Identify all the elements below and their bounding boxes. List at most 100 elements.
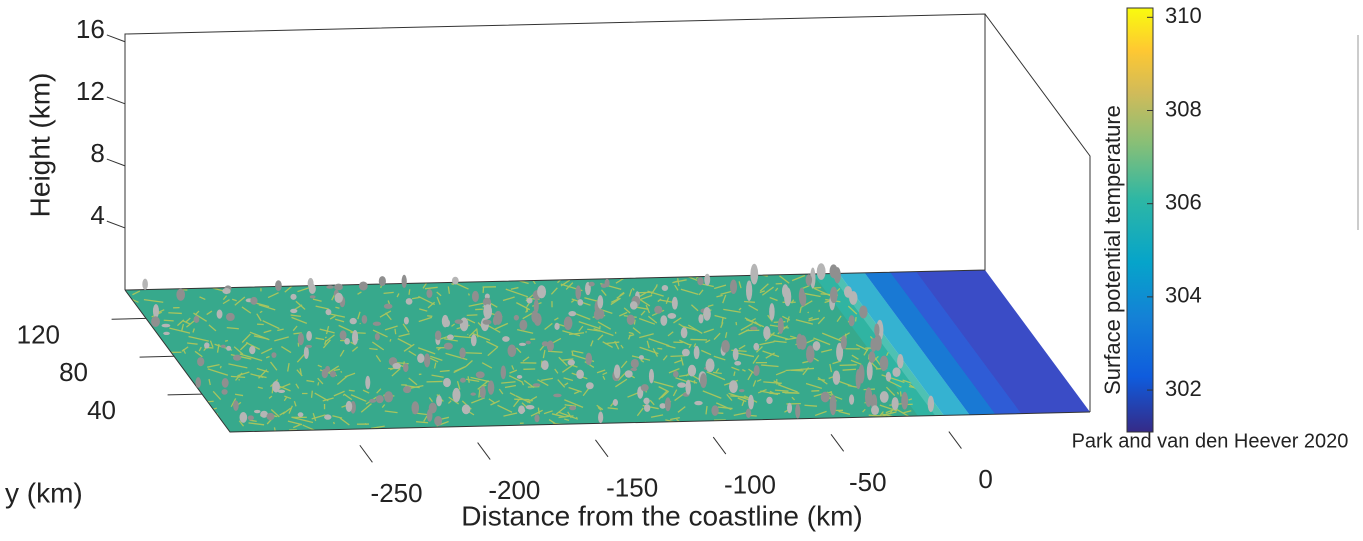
mesh-line [759, 290, 765, 294]
mesh-line [453, 335, 473, 339]
box-side [984, 13, 1091, 412]
mesh-line [319, 328, 335, 334]
cloud [502, 336, 510, 342]
mesh-line [456, 380, 461, 390]
cloud [795, 403, 801, 419]
mesh-line [747, 371, 754, 381]
mesh-line [478, 389, 481, 398]
mesh-line [568, 386, 582, 393]
cloud [444, 319, 451, 328]
mesh-line [737, 397, 747, 403]
mesh-line [439, 369, 450, 373]
cloud [492, 315, 499, 326]
mesh-line [508, 375, 523, 383]
cloud [598, 411, 604, 424]
mesh-line [702, 390, 722, 399]
mesh-line [807, 311, 810, 314]
x-tick-label: -250 [371, 478, 423, 508]
mesh-line [759, 283, 769, 292]
cloud [253, 409, 261, 414]
mesh-line [437, 346, 442, 351]
mesh-line [554, 317, 559, 321]
mesh-line [633, 319, 636, 325]
mesh-line [234, 296, 246, 306]
mesh-line [896, 391, 900, 395]
mesh-line [660, 390, 670, 399]
mesh-line [558, 356, 568, 367]
mesh-line [597, 334, 604, 341]
cloud [563, 316, 573, 330]
mesh-line [597, 406, 602, 411]
cloud [163, 331, 170, 336]
cloud [482, 297, 492, 306]
x-tick-label: -100 [724, 470, 776, 500]
mesh-line [738, 307, 742, 311]
mesh-line [742, 369, 746, 372]
cloud [519, 319, 528, 331]
annotation: Park and van den Heever 2020 [1072, 430, 1349, 452]
mesh-line [296, 369, 303, 377]
mesh-line [256, 367, 269, 373]
cloud [339, 330, 347, 341]
mesh-line [674, 359, 683, 364]
mesh-line [230, 375, 246, 379]
cloud [351, 330, 359, 345]
mesh-line [163, 319, 174, 322]
mesh-line [339, 417, 350, 426]
mesh-line [466, 378, 480, 383]
cloud [525, 405, 535, 410]
mesh-line [653, 380, 674, 388]
mesh-line [757, 388, 767, 394]
mesh-line [602, 375, 606, 380]
mesh-line [295, 383, 300, 389]
mesh-line [209, 340, 214, 348]
mesh-line [192, 328, 195, 333]
mesh-line [453, 366, 465, 374]
mesh-line [394, 328, 397, 335]
mesh-line [560, 279, 571, 287]
mesh-line [755, 346, 763, 353]
cloud [868, 351, 876, 363]
mesh-line [623, 307, 631, 314]
mesh-line [782, 391, 800, 394]
mesh-line [274, 336, 289, 342]
z-tick-label: 8 [90, 138, 104, 168]
z-tick-label: 16 [76, 14, 105, 44]
mesh-line [817, 316, 826, 325]
mesh-line [765, 352, 775, 359]
cloud [239, 412, 248, 423]
mesh-line [680, 288, 699, 295]
cloud [446, 334, 454, 340]
mesh-line [530, 409, 543, 417]
mesh-line [427, 301, 436, 309]
mesh-line [332, 421, 335, 425]
cloud [892, 367, 901, 377]
cloud [711, 405, 719, 416]
mesh-line [701, 349, 712, 356]
mesh-line [639, 333, 654, 339]
mesh-line [596, 404, 604, 411]
cloud [829, 394, 837, 416]
cloud [848, 315, 855, 327]
mesh-line [690, 304, 699, 312]
mesh-line [317, 364, 323, 368]
cloud [454, 319, 464, 324]
mesh-line [270, 409, 280, 418]
cloud [403, 316, 409, 325]
cloud [694, 400, 703, 406]
cloud [840, 335, 847, 350]
mesh-line [224, 339, 229, 342]
mesh-line [248, 422, 265, 426]
mesh-line [824, 300, 830, 304]
cloud [630, 358, 639, 369]
mesh-line [424, 286, 438, 290]
mesh-line [715, 368, 720, 374]
mesh-line [226, 326, 239, 330]
mesh-line [638, 317, 656, 325]
mesh-line [253, 335, 269, 340]
cloud [434, 330, 442, 341]
mesh-line [501, 381, 516, 384]
cloud [226, 345, 232, 351]
mesh-line [397, 338, 412, 347]
mesh-line [486, 340, 499, 348]
